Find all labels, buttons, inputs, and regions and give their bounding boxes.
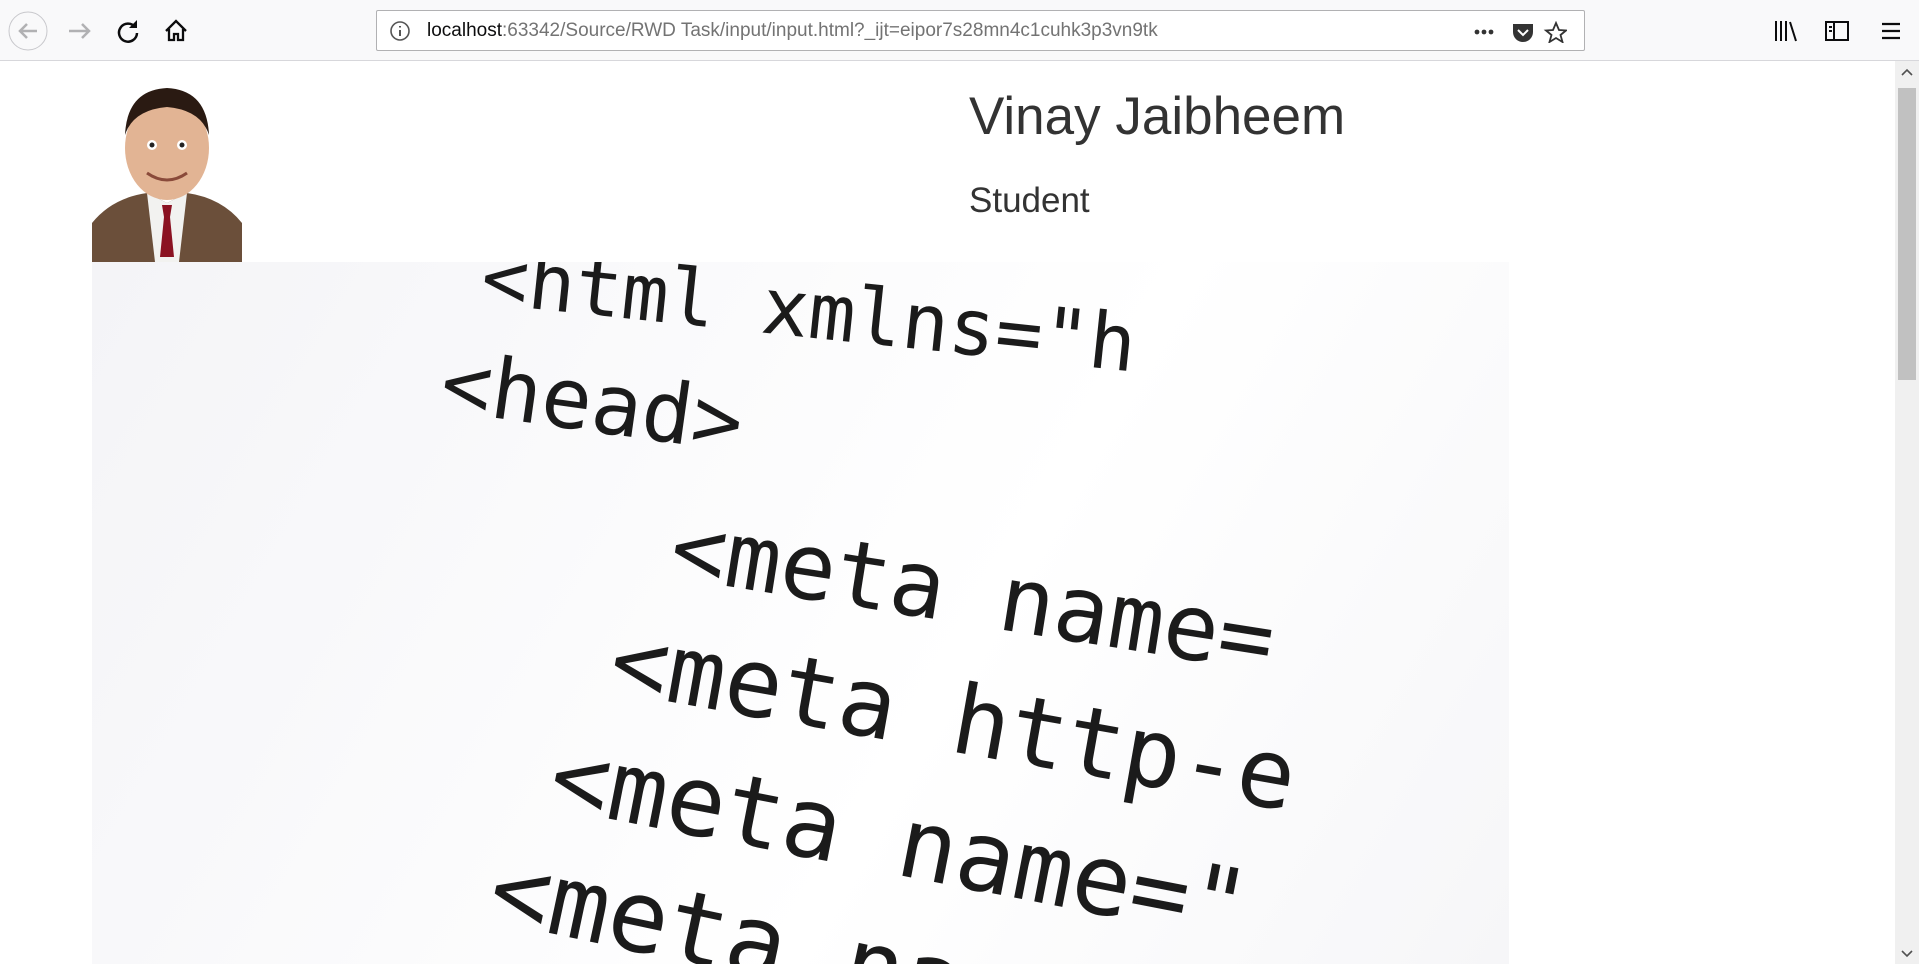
url-path: :63342/Source/RWD Task/input/input.html?…: [502, 20, 1158, 41]
scroll-down-arrow[interactable]: [1900, 949, 1914, 959]
url-bar[interactable]: localhost:63342/Source/RWD Task/input/in…: [376, 10, 1585, 51]
toolbar-icons[interactable]: [1772, 18, 1902, 44]
url-actions[interactable]: [1467, 21, 1567, 43]
forward-button[interactable]: [66, 18, 94, 44]
profile-photo: [92, 73, 242, 262]
url-host: localhost: [427, 20, 502, 41]
person-role: Student: [969, 181, 1090, 220]
back-button[interactable]: [8, 11, 48, 51]
reload-button[interactable]: [114, 17, 142, 45]
scrollbar-thumb[interactable]: [1898, 88, 1916, 380]
site-info-icon[interactable]: [389, 20, 411, 42]
scroll-up-arrow[interactable]: [1900, 67, 1914, 77]
url-text: localhost:63342/Source/RWD Task/input/in…: [427, 11, 1158, 50]
code-line: <head>: [435, 332, 750, 472]
browser-toolbar: localhost:63342/Source/RWD Task/input/in…: [0, 0, 1919, 61]
scrollbar[interactable]: [1895, 61, 1919, 964]
page-content: Vinay Jaibheem Student <html xmlns="h <he…: [0, 61, 1895, 964]
home-button[interactable]: [162, 17, 190, 45]
banner-image: <html xmlns="h <head> <meta name= <meta htt…: [92, 262, 1509, 964]
person-name: Vinay Jaibheem: [969, 87, 1346, 146]
